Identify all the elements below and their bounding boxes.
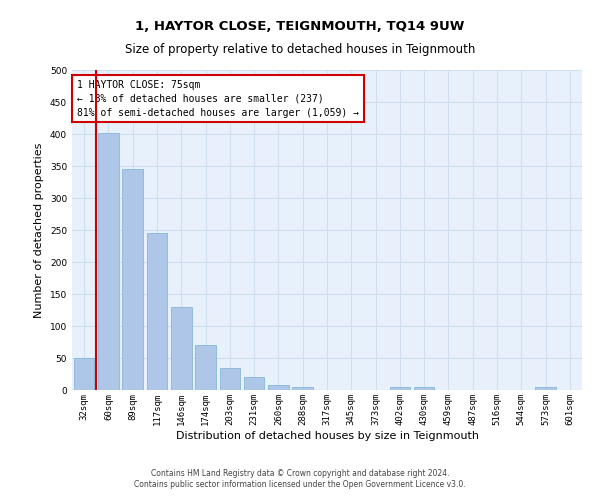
- Bar: [292, 387, 313, 390]
- Bar: [220, 368, 240, 390]
- X-axis label: Distribution of detached houses by size in Teignmouth: Distribution of detached houses by size …: [176, 430, 479, 440]
- Bar: [414, 387, 434, 390]
- Bar: [389, 387, 410, 390]
- Bar: [268, 385, 289, 390]
- Bar: [195, 345, 216, 390]
- Text: 1 HAYTOR CLOSE: 75sqm
← 18% of detached houses are smaller (237)
81% of semi-det: 1 HAYTOR CLOSE: 75sqm ← 18% of detached …: [77, 80, 359, 118]
- Bar: [535, 387, 556, 390]
- Text: 1, HAYTOR CLOSE, TEIGNMOUTH, TQ14 9UW: 1, HAYTOR CLOSE, TEIGNMOUTH, TQ14 9UW: [136, 20, 464, 33]
- Bar: [98, 132, 119, 390]
- Text: Size of property relative to detached houses in Teignmouth: Size of property relative to detached ho…: [125, 42, 475, 56]
- Bar: [122, 169, 143, 390]
- Bar: [244, 377, 265, 390]
- Text: Contains public sector information licensed under the Open Government Licence v3: Contains public sector information licen…: [134, 480, 466, 489]
- Bar: [74, 358, 94, 390]
- Bar: [146, 232, 167, 390]
- Text: Contains HM Land Registry data © Crown copyright and database right 2024.: Contains HM Land Registry data © Crown c…: [151, 468, 449, 477]
- Y-axis label: Number of detached properties: Number of detached properties: [34, 142, 44, 318]
- Bar: [171, 307, 191, 390]
